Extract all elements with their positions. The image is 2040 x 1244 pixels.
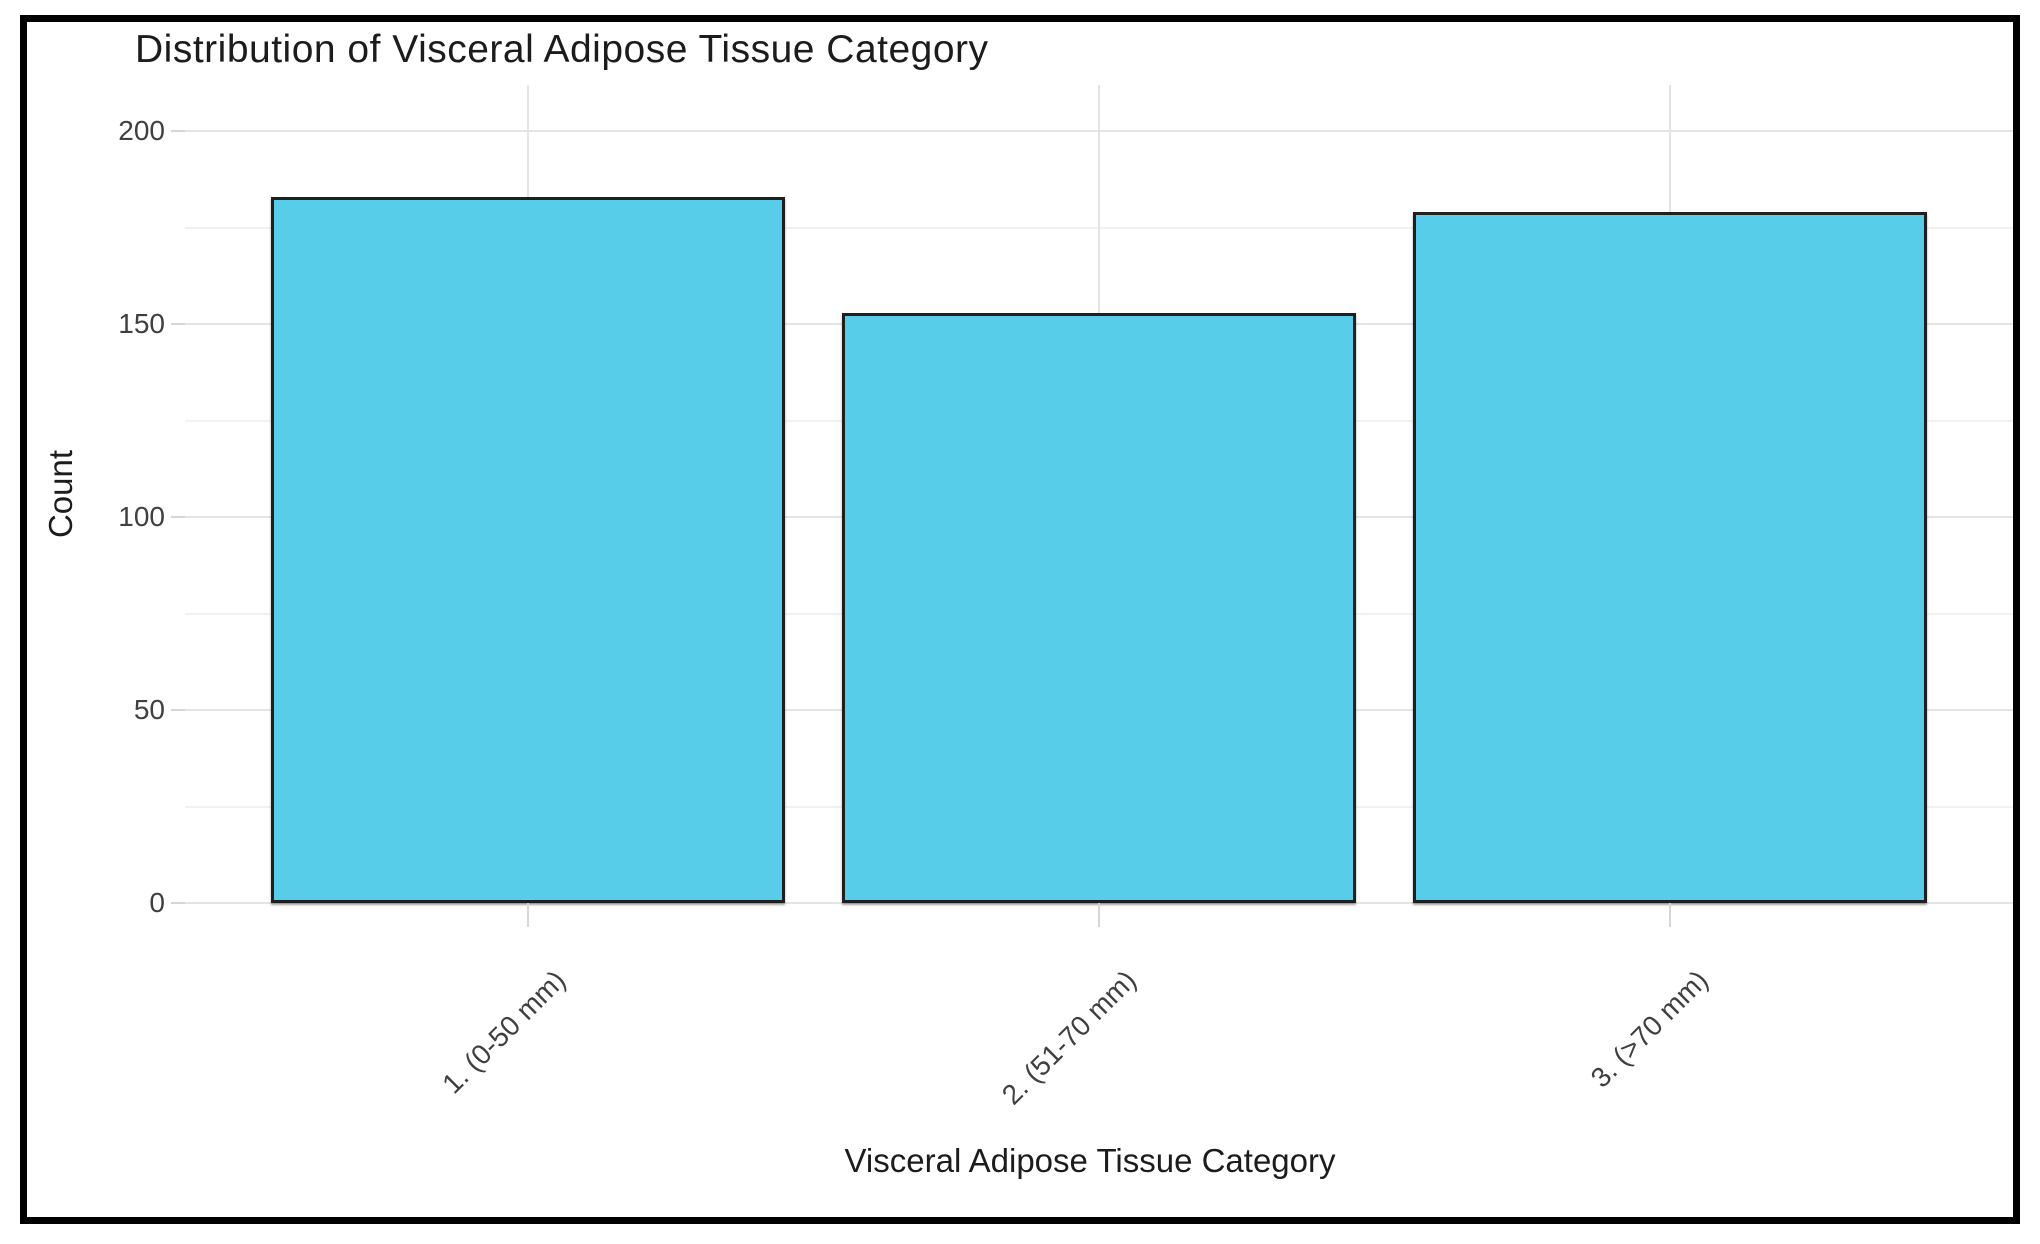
bar-3 — [1413, 212, 1928, 903]
chart-title: Distribution of Visceral Adipose Tissue … — [135, 28, 989, 71]
y-tick-mark-150 — [171, 323, 185, 326]
x-tick-label-1: 1. (0-50 mm) — [435, 964, 571, 1100]
x-tick-mark-3 — [1669, 903, 1672, 927]
x-tick-mark-1 — [526, 903, 529, 927]
y-tick-mark-200 — [171, 130, 185, 133]
x-tick-label-3: 3. (>70 mm) — [1584, 964, 1714, 1094]
y-tick-mark-0 — [171, 902, 185, 904]
y-tick-label-50: 50 — [133, 694, 165, 726]
bar-1 — [270, 196, 785, 903]
y-tick-label-100: 100 — [118, 501, 165, 533]
x-axis-title: Visceral Adipose Tissue Category — [844, 1142, 1336, 1179]
y-tick-mark-50 — [171, 709, 185, 712]
y-tick-label-0: 0 — [149, 887, 165, 918]
bar-2 — [841, 312, 1357, 903]
y-tick-mark-100 — [171, 516, 185, 519]
y-tick-label-150: 150 — [118, 308, 165, 340]
y-tick-label-200: 200 — [118, 115, 165, 147]
plot-panel — [185, 85, 2013, 904]
x-tick-label-2: 2. (51-70 mm) — [995, 964, 1143, 1111]
x-tick-mark-2 — [1098, 903, 1100, 927]
chart-frame: Distribution of Visceral Adipose Tissue … — [20, 15, 2020, 1224]
y-axis-title: Count — [42, 449, 79, 539]
